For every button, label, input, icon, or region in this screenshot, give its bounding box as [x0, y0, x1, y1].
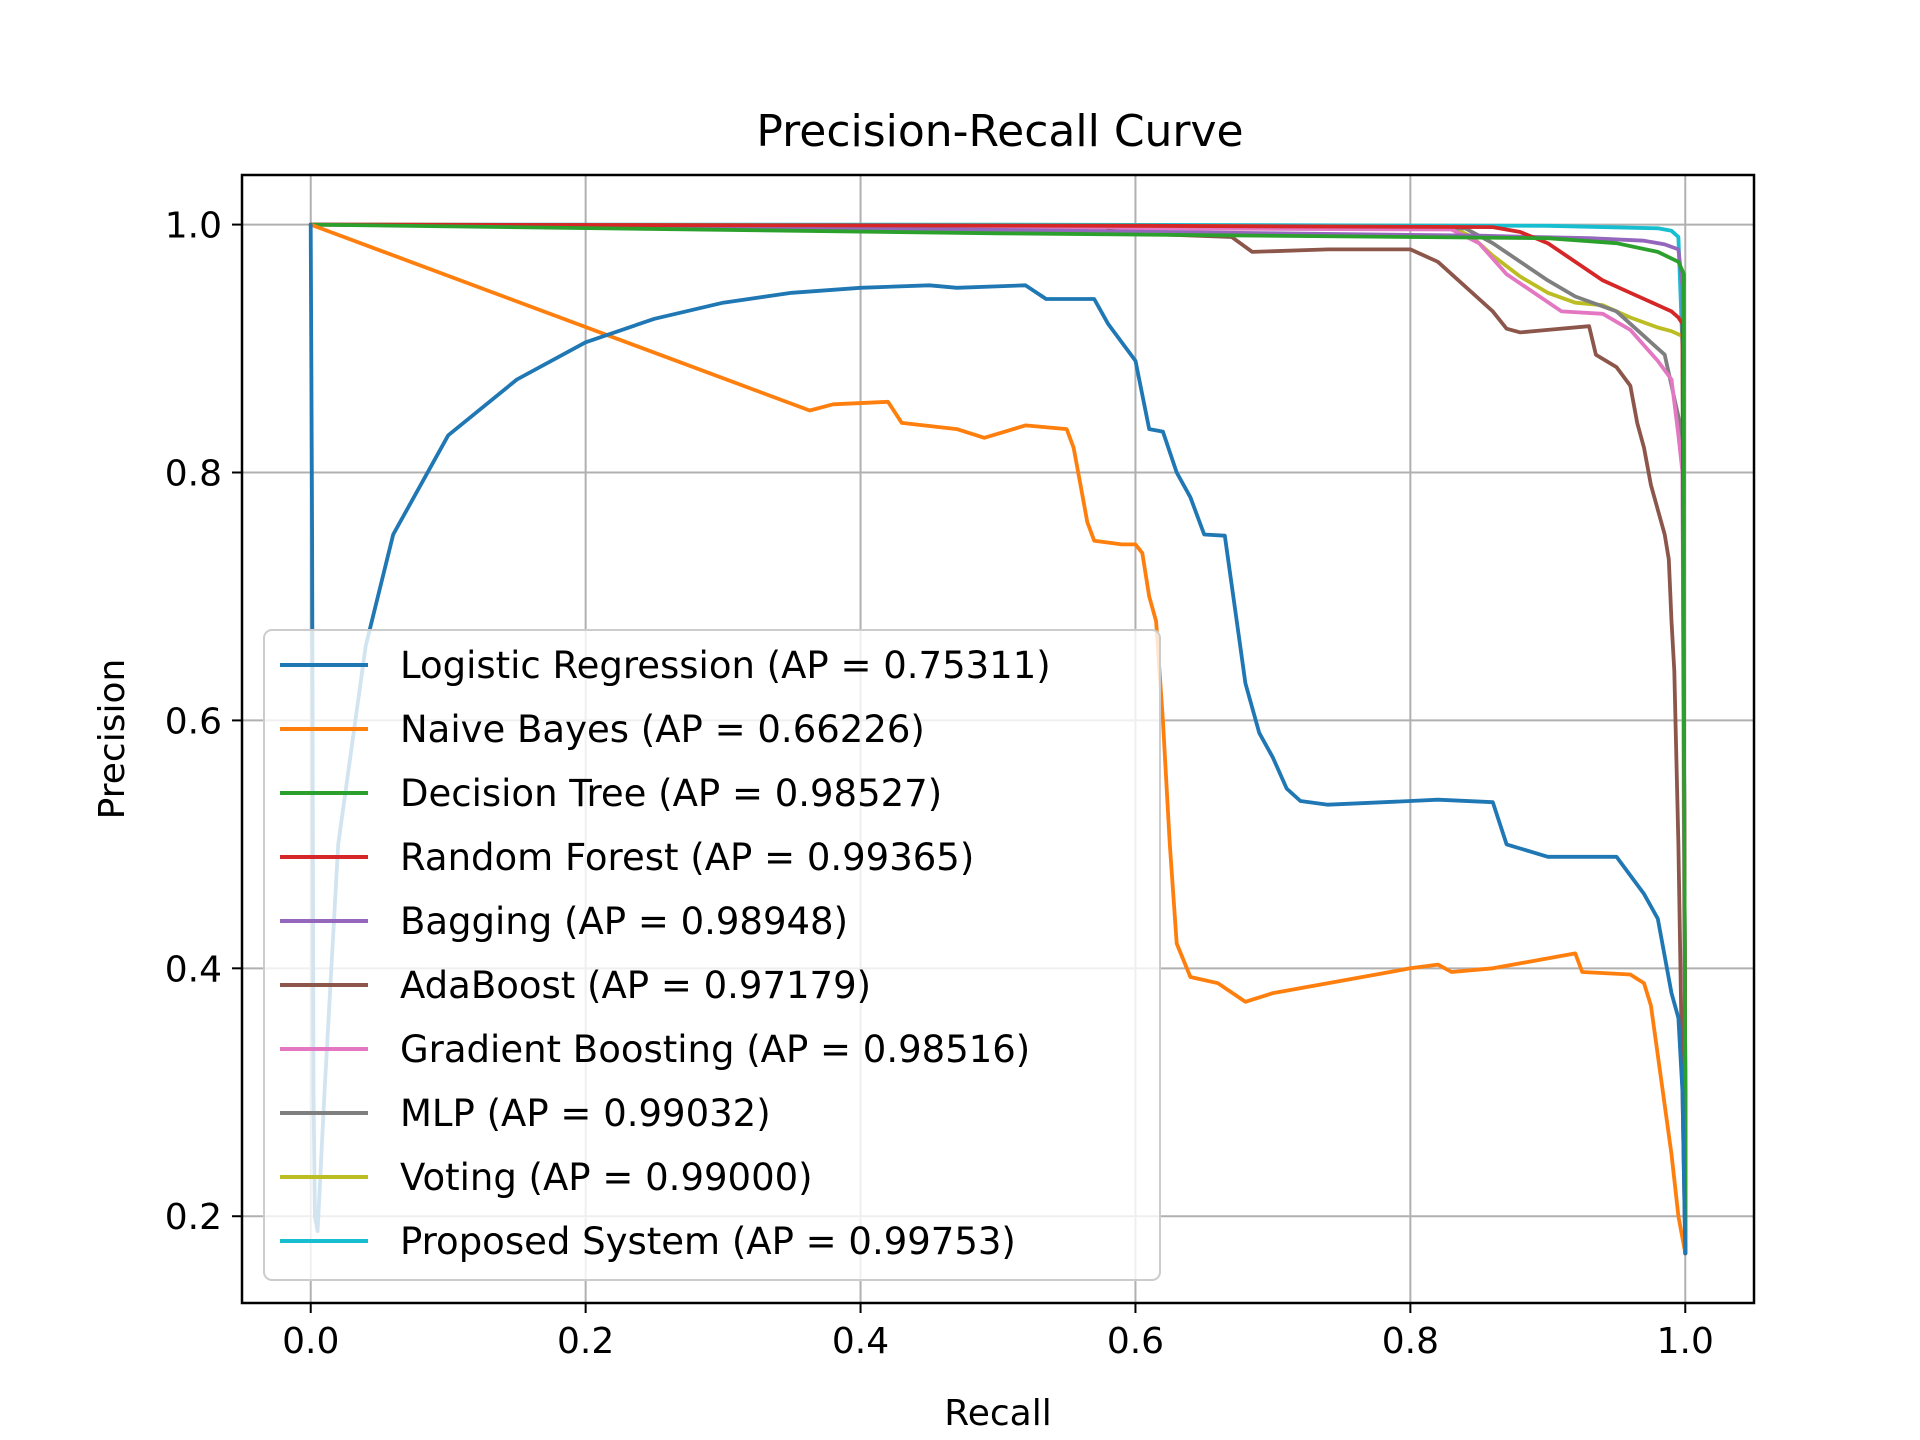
legend-label-voting: Voting (AP = 0.99000) [400, 1156, 813, 1199]
x-tick-label: 1.0 [1657, 1321, 1714, 1362]
y-axis-ticks: 0.2 0.4 0.6 0.8 1.0 [165, 206, 242, 1238]
x-tick-label: 0.4 [832, 1321, 889, 1362]
legend: Logistic Regression (AP = 0.75311) Naive … [263, 629, 1161, 1281]
y-tick-label: 0.6 [165, 701, 222, 742]
series-line-decision-tree [308, 222, 1688, 1256]
legend-label-mlp: MLP (AP = 0.99032) [400, 1092, 771, 1135]
legend-label-logistic-regression: Logistic Regression (AP = 0.75311) [400, 644, 1051, 687]
legend-label-gradient-boosting: Gradient Boosting (AP = 0.98516) [400, 1028, 1030, 1071]
legend-label-proposed-system: Proposed System (AP = 0.99753) [400, 1220, 1016, 1263]
y-tick-label: 0.8 [165, 453, 222, 494]
legend-box [263, 629, 1161, 1281]
y-tick-label: 1.0 [165, 206, 222, 247]
legend-label-bagging: Bagging (AP = 0.98948) [400, 900, 848, 943]
plot-frame [240, 173, 1756, 1305]
series-line-logistic-regression [308, 222, 1688, 1256]
x-axis-label: Recall [944, 1393, 1051, 1434]
legend-label-naive-bayes: Naive Bayes (AP = 0.66226) [400, 708, 925, 751]
x-tick-label: 0.8 [1382, 1321, 1439, 1362]
series-lines [308, 222, 1688, 1256]
y-tick-label: 0.4 [165, 949, 222, 990]
x-axis-ticks: 0.0 0.2 0.4 0.6 0.8 1.0 [282, 1303, 1714, 1362]
y-tick-label: 0.2 [165, 1197, 222, 1238]
legend-label-adaboost: AdaBoost (AP = 0.97179) [400, 964, 871, 1007]
legend-label-decision-tree: Decision Tree (AP = 0.98527) [400, 772, 942, 815]
legend-label-random-forest: Random Forest (AP = 0.99365) [400, 836, 974, 879]
x-tick-label: 0.6 [1107, 1321, 1164, 1362]
x-tick-label: 0.0 [282, 1321, 339, 1362]
series-line-adaboost [1106, 228, 1688, 1256]
series-line-naive-bayes [308, 222, 1688, 1256]
y-axis-label: Precision [92, 659, 133, 820]
chart-title: Precision-Recall Curve [756, 106, 1243, 157]
x-tick-label: 0.2 [557, 1321, 614, 1362]
